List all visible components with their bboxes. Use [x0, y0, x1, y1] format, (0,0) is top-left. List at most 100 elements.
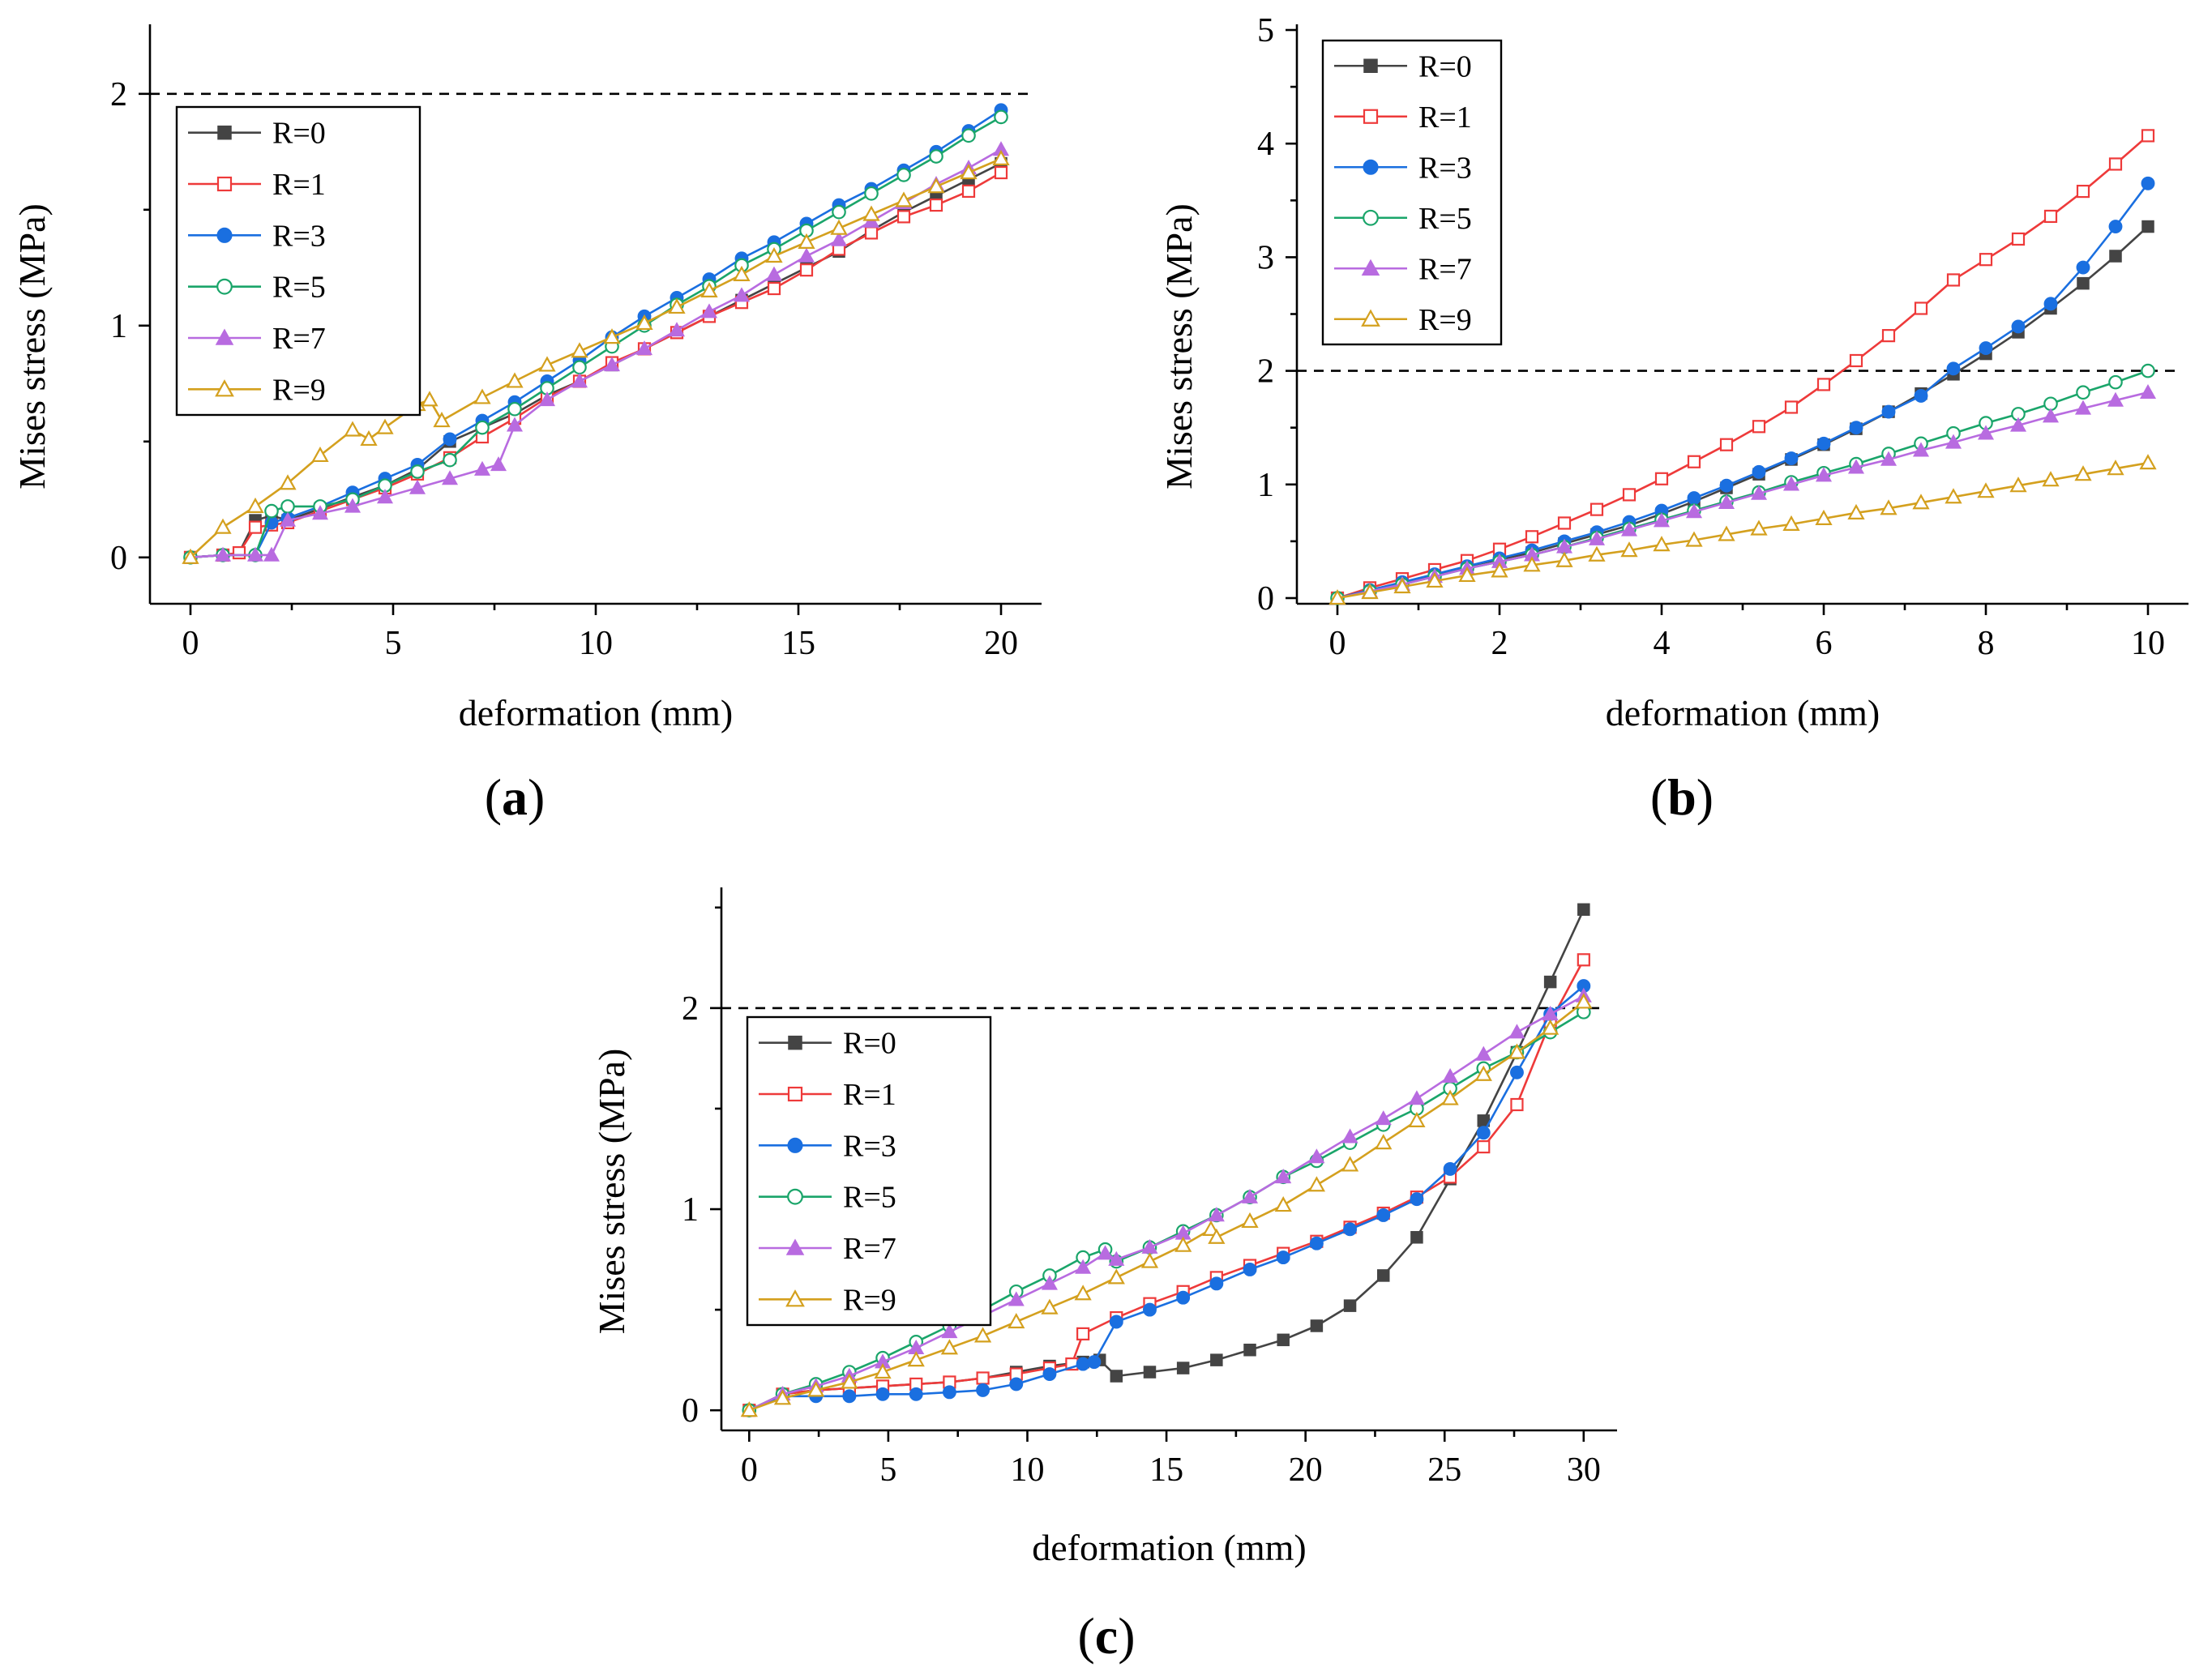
data-point	[1577, 953, 1590, 967]
data-point	[1815, 467, 1833, 482]
data-point	[571, 373, 588, 388]
data-point	[2043, 297, 2058, 311]
data-point	[1977, 482, 1995, 498]
data-point	[443, 432, 457, 447]
data-point	[864, 226, 879, 240]
chart-panel-a: 0 5 10 15 20 0 1 2 deformation (mm) Mises stress …	[11, 24, 1042, 826]
data-point	[1912, 494, 1930, 510]
data-point	[2107, 460, 2124, 476]
data-point	[1174, 1236, 1192, 1252]
data-point	[1208, 1207, 1225, 1222]
data-point	[1097, 1245, 1114, 1260]
data-point	[1508, 1043, 1526, 1059]
legend: R=0 R=1 R=3 R=5 R=7 R=9	[1321, 39, 1503, 346]
x-tick-label: 2	[1491, 625, 1508, 662]
data-point	[1477, 1140, 1491, 1154]
legend-marker	[216, 176, 233, 192]
data-point	[1945, 488, 1962, 504]
data-point	[2076, 184, 2090, 199]
series-R9	[740, 993, 1593, 1417]
data-point	[2141, 129, 2155, 143]
data-point	[1752, 420, 1766, 434]
data-point	[1718, 494, 1735, 509]
series-R9	[1328, 454, 2157, 605]
data-point	[798, 247, 815, 263]
data-point	[896, 210, 911, 224]
data-point	[1074, 1285, 1092, 1301]
y-tick-label: 4	[1257, 126, 1274, 163]
data-point	[1393, 577, 1411, 594]
x-tick-label: 5	[385, 625, 402, 662]
legend-marker	[787, 1188, 803, 1205]
data-point	[1008, 1291, 1025, 1306]
legend-label: R=5	[1418, 202, 1472, 236]
data-point	[929, 149, 943, 164]
y-tick-label: 3	[1257, 239, 1274, 276]
data-point	[344, 421, 362, 437]
data-point	[1408, 1111, 1426, 1127]
data-point	[1719, 438, 1734, 451]
data-point	[1243, 1343, 1256, 1357]
data-point	[799, 263, 814, 277]
x-axis-label: deformation (mm)	[1606, 692, 1880, 733]
data-point	[2074, 400, 2092, 415]
data-point	[1442, 1067, 1459, 1084]
data-point	[1557, 516, 1572, 530]
data-point	[421, 391, 439, 407]
data-point	[1622, 488, 1637, 502]
series-R7	[1328, 383, 2157, 605]
panel-label-letter: c	[1095, 1607, 1118, 1665]
data-point	[740, 1401, 758, 1417]
legend-box	[746, 1015, 992, 1327]
legend-box	[1321, 39, 1503, 346]
data-point	[279, 511, 297, 527]
data-point	[765, 266, 783, 281]
data-point	[538, 356, 556, 372]
data-point	[1426, 571, 1444, 588]
data-point	[1881, 404, 1896, 419]
panel-label-paren: )	[528, 768, 545, 826]
data-point	[1143, 1366, 1157, 1379]
x-axis-label: deformation (mm)	[459, 692, 734, 733]
data-point	[1107, 1268, 1125, 1285]
y-tick-label: 0	[1257, 580, 1274, 618]
data-point	[443, 452, 457, 468]
data-point	[1750, 485, 1768, 500]
data-point	[2042, 471, 2060, 487]
legend: R=0 R=1 R=3 R=5 R=7 R=9	[175, 105, 421, 417]
chart-panel-c: 0 5 10 15 20 25 30 0 1 2 deformation (mm) Mises str…	[591, 887, 1617, 1665]
data-point	[2011, 232, 2026, 246]
legend-label: R=0	[1418, 49, 1472, 83]
data-point	[832, 204, 846, 220]
data-point	[1376, 1208, 1391, 1222]
data-point	[635, 314, 653, 331]
legend-marker	[788, 1035, 802, 1050]
data-point	[1718, 525, 1735, 541]
data-point	[1685, 531, 1703, 547]
data-point	[571, 342, 588, 358]
data-point	[830, 219, 848, 235]
legend-marker	[785, 1289, 805, 1307]
data-point	[907, 1351, 925, 1367]
data-point	[1458, 566, 1476, 583]
data-point	[973, 1327, 992, 1343]
data-point	[1782, 515, 1800, 531]
data-point	[311, 505, 329, 520]
legend-label: R=3	[272, 219, 326, 253]
data-point	[360, 430, 378, 447]
data-point	[700, 281, 718, 297]
data-point	[1410, 1192, 1424, 1207]
data-point	[1782, 476, 1800, 491]
data-point	[311, 446, 329, 463]
data-point	[1110, 1370, 1123, 1383]
x-tick-label: 20	[984, 625, 1018, 662]
data-point	[2076, 385, 2090, 400]
x-tick-label: 0	[1329, 625, 1346, 662]
data-point	[773, 1389, 792, 1405]
data-point	[2043, 209, 2058, 224]
data-point	[941, 1323, 958, 1339]
data-point	[1620, 521, 1638, 536]
data-point	[1491, 562, 1508, 578]
data-point	[1575, 993, 1593, 1009]
data-point	[1589, 502, 1604, 516]
